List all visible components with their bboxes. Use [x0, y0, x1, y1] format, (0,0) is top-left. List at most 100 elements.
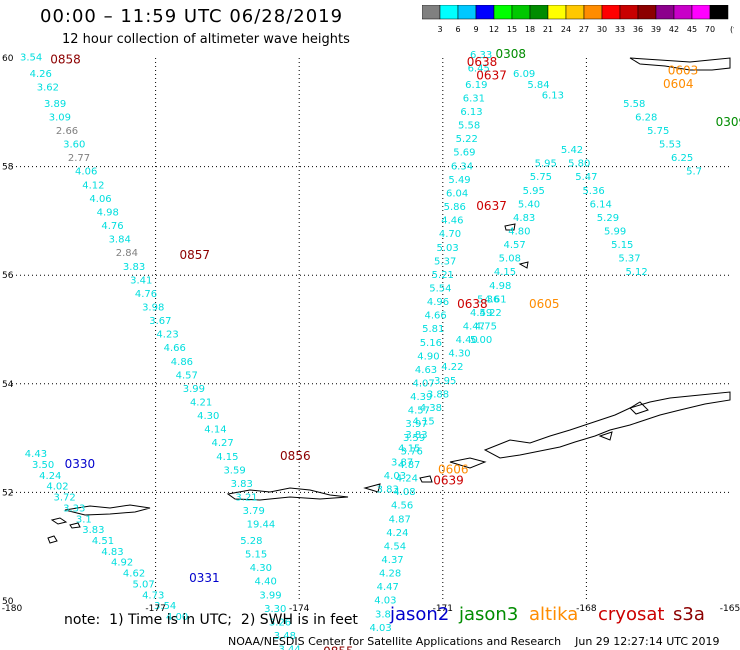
swh-value: 6.45	[468, 64, 490, 75]
swh-value: 4.47	[463, 322, 485, 333]
swh-value: 4.51	[92, 536, 114, 547]
legend-label: 6	[455, 25, 460, 34]
swh-value: 3.97	[405, 419, 427, 430]
swh-value: 3.60	[63, 140, 85, 151]
swh-value: 2.84	[116, 248, 138, 259]
swh-value: 5.7	[686, 167, 702, 178]
legend-swatch	[637, 5, 657, 20]
coastline-segment	[483, 391, 731, 459]
swh-value: 4.76	[135, 289, 157, 300]
swh-value: 4.57	[176, 370, 198, 381]
swh-value: 6.28	[635, 112, 657, 123]
legend-swatch	[475, 5, 495, 20]
coastline-segment	[518, 261, 529, 269]
swh-value: 5.75	[530, 172, 552, 183]
swh-value: 6.34	[451, 161, 473, 172]
swh-value: 3.76	[401, 446, 423, 457]
swh-value: 4.26	[30, 69, 52, 80]
legend-jason3: jason3	[459, 604, 519, 625]
legend-unit: (ft)	[730, 25, 734, 34]
swh-value: 4.02	[46, 482, 68, 493]
swh-value: 4.28	[379, 569, 401, 580]
axis-ticks: -180 -177 -174 -171 -168 -165 60 58 56 54 52 50	[2, 54, 740, 614]
swh-value: 3.99	[259, 590, 281, 601]
pass-time-label: 0637	[476, 199, 507, 213]
legend-swatch	[691, 5, 711, 20]
swh-value: 4.21	[190, 398, 212, 409]
coastline-aleutian	[47, 57, 731, 544]
swh-value: 6.25	[671, 153, 693, 164]
legend-swatch	[493, 5, 513, 20]
swh-value: 3.83	[123, 262, 145, 273]
swh-value: 5.36	[477, 294, 499, 305]
swh-value: 4.40	[255, 577, 277, 588]
swh-value: 5.03	[436, 243, 458, 254]
pass-time-label: 0606	[438, 462, 469, 476]
swh-value: 4.07	[413, 379, 435, 390]
legend-altika: altika	[529, 604, 579, 625]
swh-value: 3.95	[434, 376, 456, 387]
footer-note: note: 1) Time is in UTC; 2) SWH is in fe…	[64, 612, 358, 628]
swh-value: 4.86	[171, 357, 193, 368]
swh-value: 5.95	[535, 159, 557, 170]
swh-value: 19.44	[247, 520, 276, 531]
swh-value: 5.07	[133, 579, 155, 590]
swh-value: 4.66	[164, 343, 186, 354]
swh-value: 5.54	[429, 283, 451, 294]
swh-value: 3.1	[76, 514, 92, 525]
swh-value: 4.87	[389, 514, 411, 525]
coastline-segment	[449, 457, 487, 469]
coastline-segment	[419, 475, 433, 483]
swh-value: 4.66	[424, 311, 446, 322]
swh-value: 4.06	[75, 167, 97, 178]
legend-jason2: jason2	[390, 604, 450, 625]
legend-swatch	[565, 5, 585, 20]
legend-swatch	[709, 5, 729, 20]
legend-swatch	[422, 5, 441, 20]
swh-value: 6.04	[446, 188, 468, 199]
legend-swatch	[547, 5, 567, 20]
swh-value: 3.89	[44, 99, 66, 110]
pass-time-label: 0858	[50, 52, 81, 66]
swh-value: 4.90	[417, 351, 439, 362]
track-0639: 5.36 4.59 4.47 4.40 4.30 4.22 3.95 3.88 4.38 4.15…	[377, 294, 500, 495]
swh-value: 6.19	[465, 80, 487, 91]
swh-value: 4.15	[398, 444, 420, 455]
coastline-segment	[504, 223, 516, 231]
swh-value: 4.08	[393, 487, 415, 498]
swh-value: 5.69	[453, 148, 475, 159]
track-0604: 5.42 5.80 5.47 5.36 6.14 5.29 5.99 5.15 5.37 5.12	[561, 145, 648, 278]
swh-value: 4.00	[166, 612, 188, 623]
swh-value: 5.08	[499, 254, 521, 265]
swh-value: 4.47	[377, 582, 399, 593]
swh-value: 3.8	[375, 609, 391, 620]
swh-value: 5.99	[604, 226, 626, 237]
legend-s3a: s3a	[673, 604, 705, 625]
swh-value: 4.83	[513, 213, 535, 224]
pass-time-label: 0856	[280, 449, 311, 463]
pass-labels: 0858085708560855033003310308030906380637…	[50, 47, 740, 650]
swh-value: 3.59	[223, 465, 245, 476]
swh-value: 4.30	[448, 349, 470, 360]
pass-time-label: 0603	[668, 63, 699, 77]
legend-swatch	[601, 5, 621, 20]
swh-tracks: 3.54 4.26 3.62 3.89 3.09 2.66 3.60 2.77 4.06 4.12…	[20, 50, 702, 650]
swh-value: 3.59	[403, 433, 425, 444]
swh-value: 3.26	[269, 617, 291, 628]
legend-label: 45	[687, 25, 697, 34]
legend-swatch	[583, 5, 603, 20]
legend-label: 12	[489, 25, 499, 34]
swh-value: 3.79	[243, 506, 265, 517]
swh-value: 4.73	[142, 590, 164, 601]
swh-value: 4.30	[197, 411, 219, 422]
swh-value: 4.98	[489, 281, 511, 292]
coastline-segment	[629, 401, 649, 415]
legend-swatch	[511, 5, 531, 20]
swh-value: 5.80	[568, 159, 590, 170]
swh-value: 5.95	[523, 186, 545, 197]
swh-value: 4.92	[111, 558, 133, 569]
swh-value: 4.40	[456, 335, 478, 346]
swh-value: 4.38	[420, 403, 442, 414]
legend-swatch	[529, 5, 549, 20]
